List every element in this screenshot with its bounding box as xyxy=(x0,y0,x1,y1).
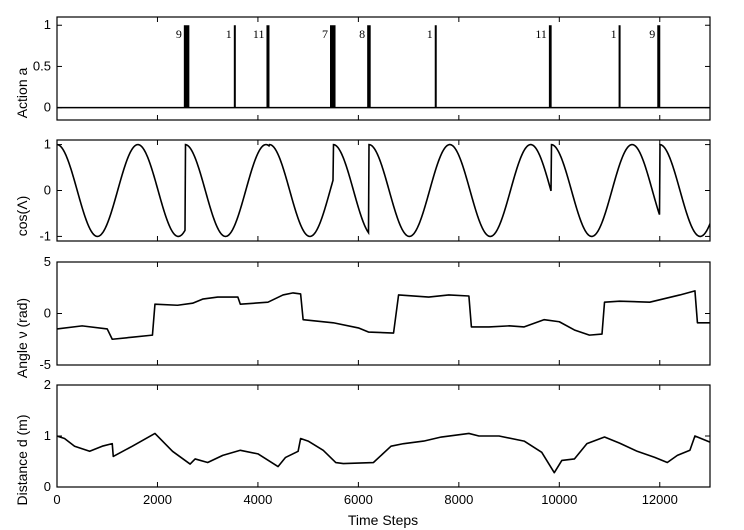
panel-cos-lambda: -1 0 1 cos(Λ) xyxy=(14,137,711,243)
pulse-label: 11 xyxy=(253,27,265,41)
action-pulse xyxy=(183,25,190,108)
action-pulse xyxy=(434,25,437,108)
x-tick-label: 12000 xyxy=(642,492,678,507)
action-pulse xyxy=(548,25,552,108)
x-tick-label: 2000 xyxy=(143,492,172,507)
y-tick-label: -1 xyxy=(39,228,51,243)
action-pulse xyxy=(618,25,621,108)
y-tick-label: 0 xyxy=(44,183,51,198)
plot-area xyxy=(57,290,710,341)
pulse-label: 7 xyxy=(322,27,328,41)
x-tick-label: 6000 xyxy=(344,492,373,507)
x-axis-label: Time Steps xyxy=(348,512,418,528)
cos-lambda-line xyxy=(57,143,710,238)
y-tick-label: 1 xyxy=(44,137,51,152)
distance-line xyxy=(57,432,710,474)
panel-angle-nu: -5 0 5 Angle ν (rad) xyxy=(14,254,711,378)
y-tick-label: 1 xyxy=(44,17,51,32)
pulse-label: 9 xyxy=(176,27,182,41)
y-tick-label: 0 xyxy=(44,100,51,115)
pulse-label: 1 xyxy=(427,27,433,41)
plot-area xyxy=(57,432,710,474)
x-tick-label: 4000 xyxy=(243,492,272,507)
pulse-label: 11 xyxy=(535,27,547,41)
y-axis-label: Distance d (m) xyxy=(14,414,30,505)
action-pulse xyxy=(367,25,371,108)
pulse-label: 8 xyxy=(359,27,365,41)
action-pulse xyxy=(233,25,236,108)
y-tick-label: -5 xyxy=(39,357,51,372)
panel-distance: 0 1 2 0 2000 4000 6000 8000 10000 12000 Distance d… xyxy=(14,377,711,507)
y-tick-label: 0 xyxy=(44,306,51,321)
x-tick-label: 10000 xyxy=(541,492,577,507)
y-axis-label: cos(Λ) xyxy=(14,196,30,236)
plot-area xyxy=(57,25,710,109)
plot-frame xyxy=(56,384,711,488)
action-pulse xyxy=(266,25,270,108)
y-tick-label: 0 xyxy=(44,479,51,494)
pulse-label: 1 xyxy=(226,27,232,41)
plot-frame xyxy=(56,139,711,242)
y-tick-label: 5 xyxy=(44,254,51,269)
y-tick-label: 0.5 xyxy=(33,58,51,73)
plot-frame xyxy=(56,16,711,121)
x-tick-label: 8000 xyxy=(444,492,473,507)
pulse-label: 1 xyxy=(611,27,617,41)
y-tick-label: 2 xyxy=(44,377,51,392)
y-axis-label: Angle ν (rad) xyxy=(14,298,30,378)
angle-nu-line xyxy=(57,290,710,341)
action-pulse xyxy=(657,25,661,108)
plot-area xyxy=(57,143,710,238)
x-tick-label: 0 xyxy=(53,492,60,507)
pulse-label: 9 xyxy=(649,27,655,41)
plot-frame xyxy=(56,261,711,366)
y-tick-label: 1 xyxy=(44,428,51,443)
y-axis-label: Action a xyxy=(14,67,30,118)
action-pulse xyxy=(330,25,336,108)
